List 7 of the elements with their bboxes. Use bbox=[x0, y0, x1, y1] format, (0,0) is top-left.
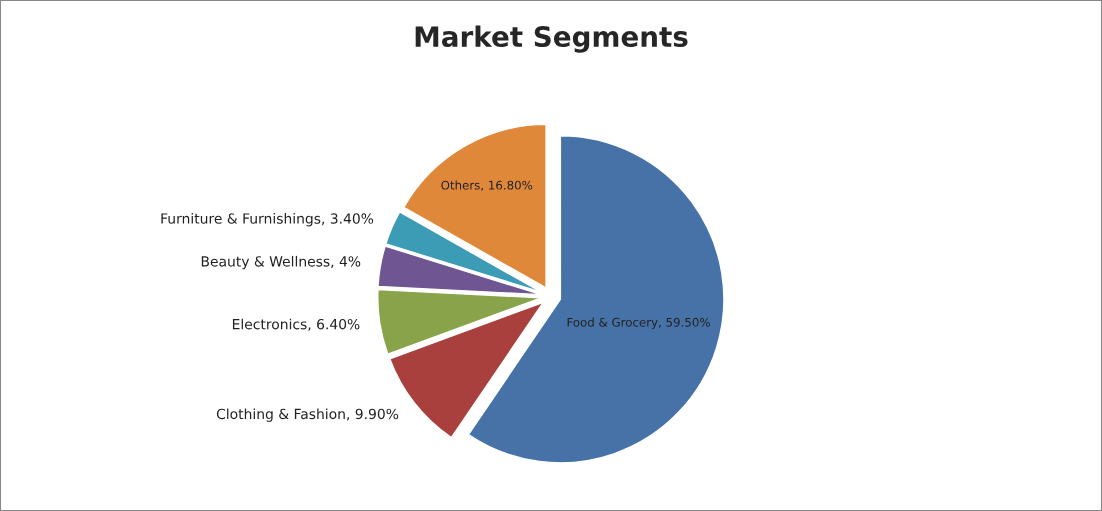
slice-label: Furniture & Furnishings, 3.40% bbox=[161, 213, 374, 227]
slice-label: Electronics, 6.40% bbox=[232, 318, 360, 331]
chart-title: Market Segments bbox=[415, 25, 688, 53]
slice-label: Others, 16.80% bbox=[441, 180, 533, 191]
slice-label: Clothing & Fashion, 9.90% bbox=[216, 408, 399, 422]
slice-label: Beauty & Wellness, 4% bbox=[201, 255, 361, 270]
slice-label: Food & Grocery, 59.50% bbox=[567, 317, 710, 330]
